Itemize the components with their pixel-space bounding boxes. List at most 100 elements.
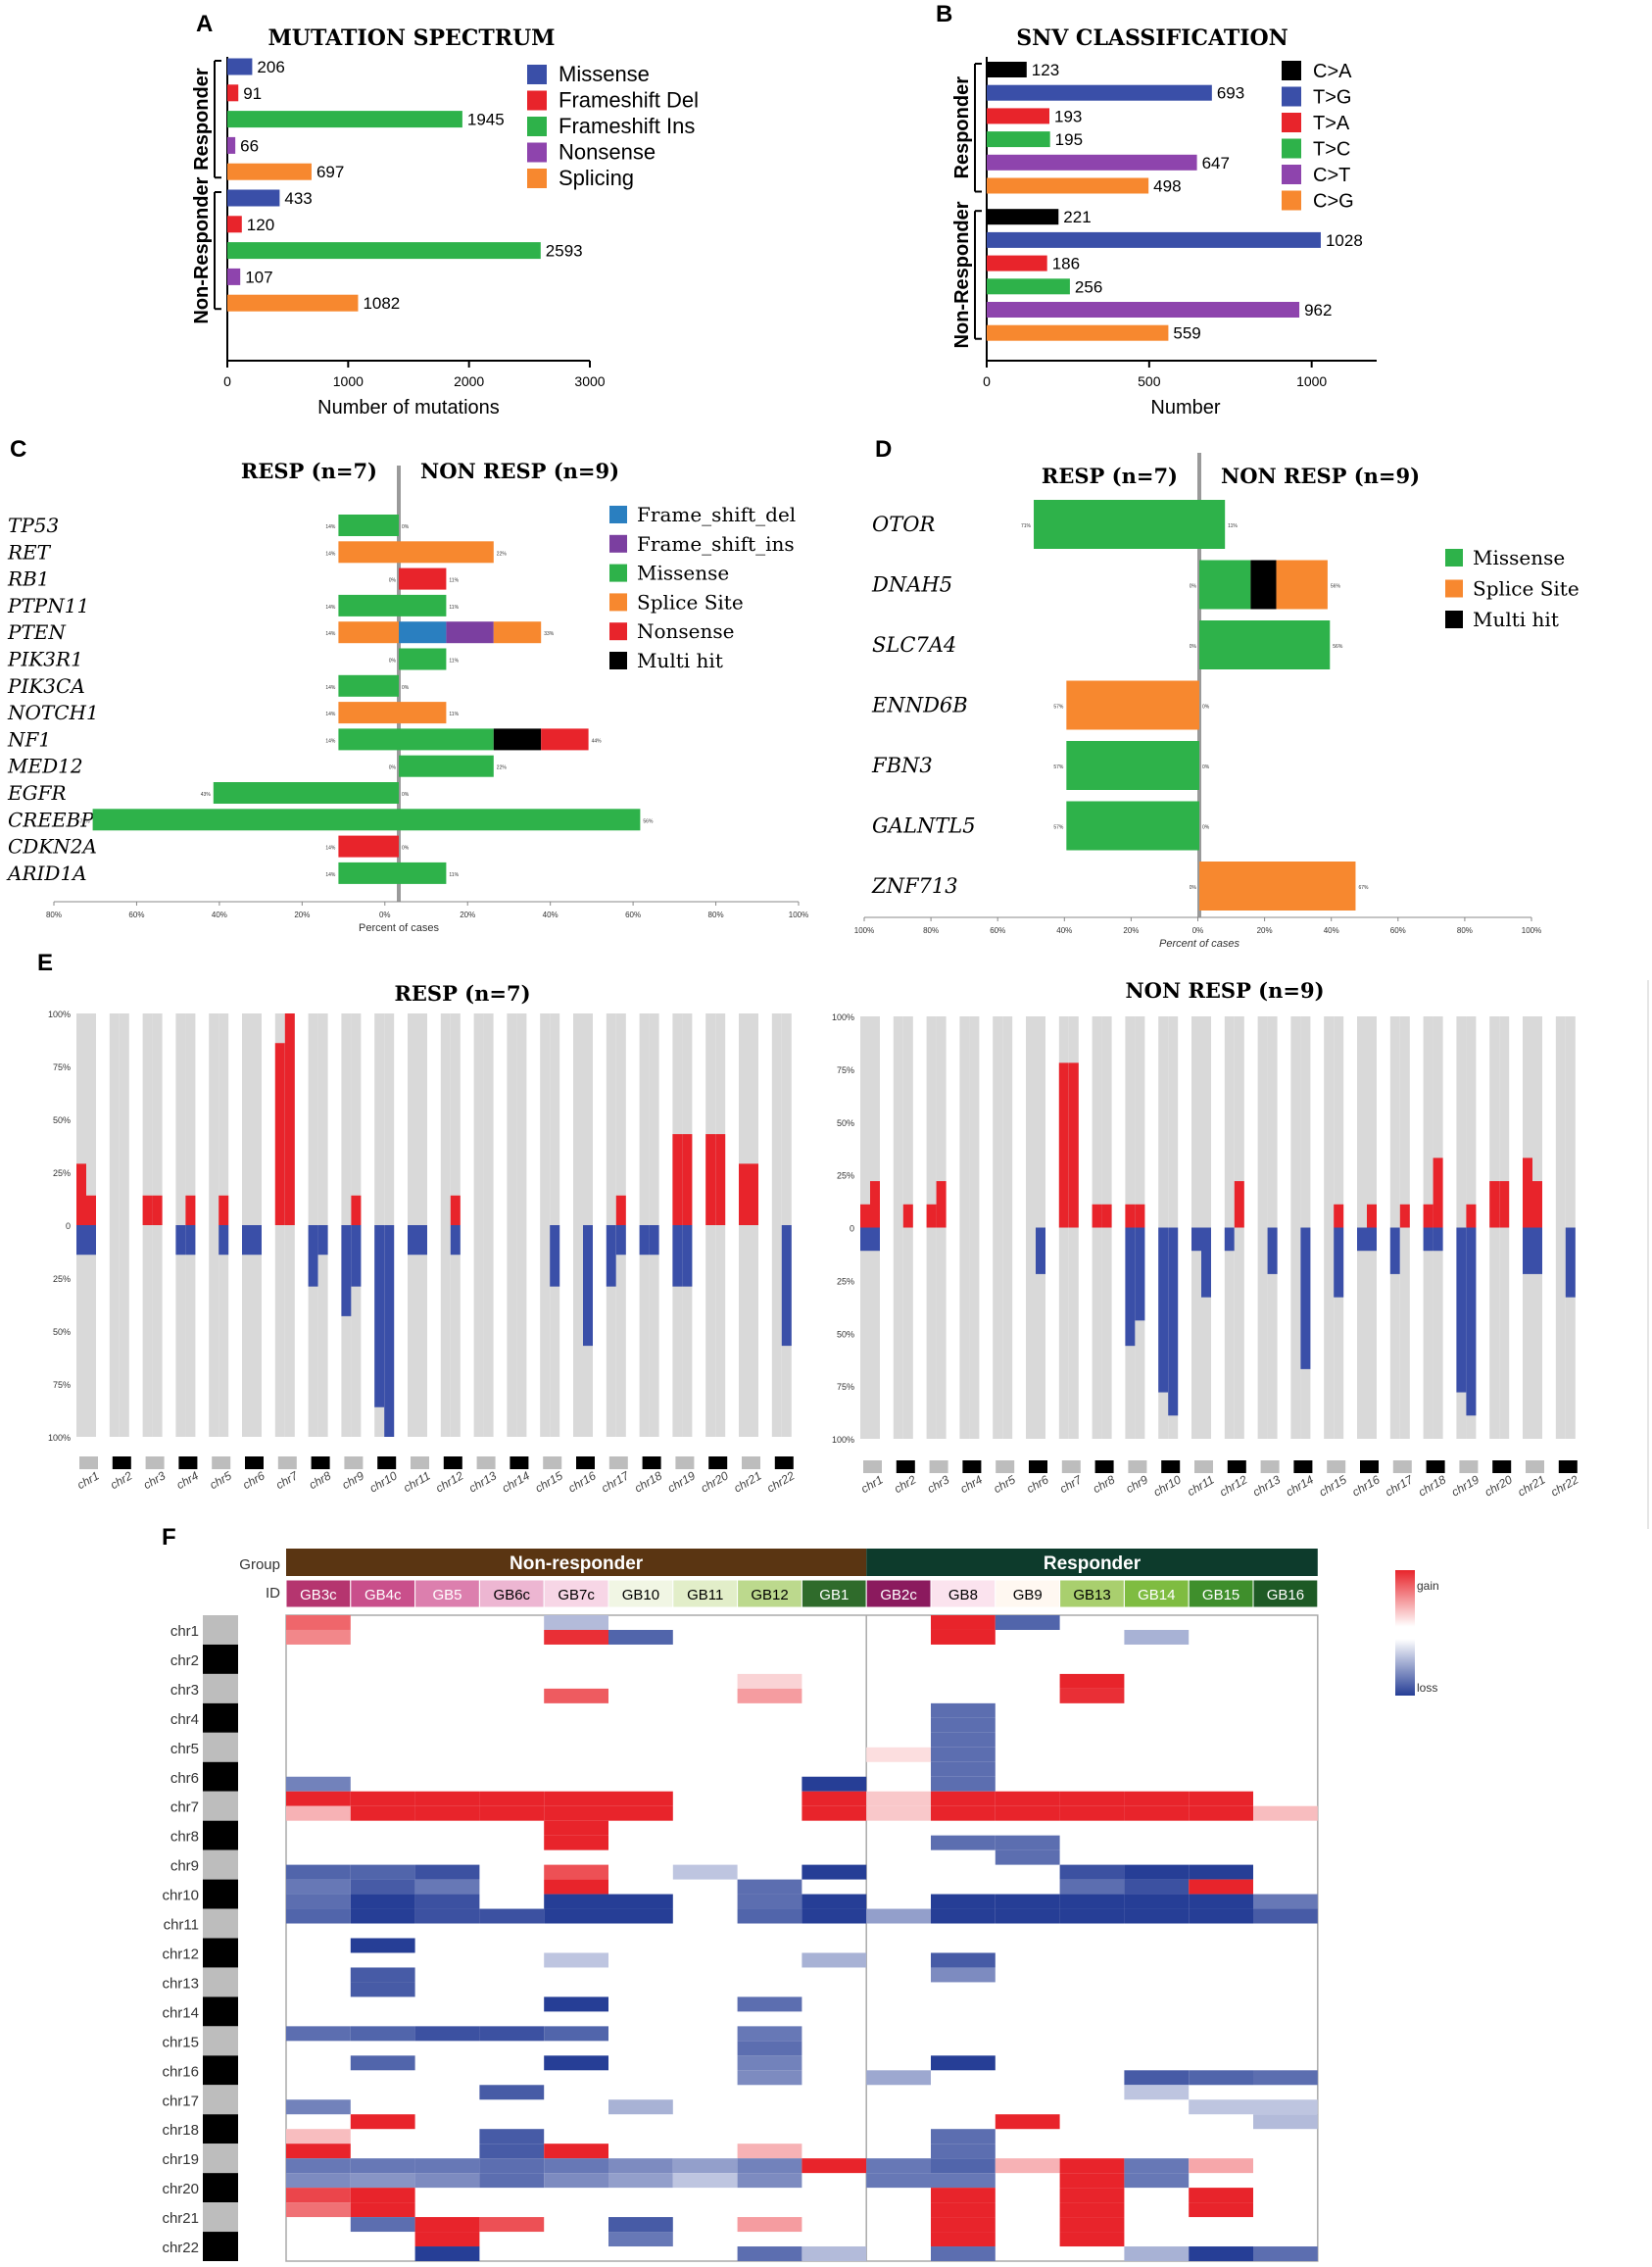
id-box-gb1	[801, 1579, 867, 1608]
cell-chr10-gb8	[931, 1894, 996, 1909]
chr-tile-chr3	[929, 1460, 948, 1473]
cell-chr22-gb10	[608, 2232, 673, 2247]
bar-resp-nf1-missense	[338, 728, 399, 751]
chr-label-chr18: chr18	[162, 2122, 199, 2139]
cell-chr10-gb14	[1124, 1894, 1190, 1909]
id-label-gb15: GB15	[1202, 1587, 1239, 1603]
chr-label-chr11: chr11	[1185, 1472, 1216, 1499]
nonresp-pct-label: 67%	[1358, 885, 1369, 891]
cell-chr22-gb5	[414, 2246, 480, 2261]
cell-chr9-gb3c	[286, 1864, 351, 1880]
bar-responder-t-a	[987, 108, 1050, 124]
cell-chr13-gb8	[931, 1967, 996, 1983]
gain-bar-chr4	[185, 1195, 196, 1225]
gain-bar-chr3	[926, 1204, 937, 1228]
gain-bar-chr7	[274, 1043, 285, 1225]
chart-title: MUTATION SPECTRUM	[267, 25, 555, 51]
resp-pct-label: 14%	[325, 738, 336, 744]
cell-chr21-gb13	[1059, 2217, 1125, 2233]
cell-chr5-gb2c	[866, 1747, 931, 1762]
chr-label-chr21: chr21	[731, 1468, 763, 1495]
cell-chr12-gb8	[931, 1952, 996, 1968]
bar-value-label: 123	[1032, 61, 1059, 79]
id-box-gb6c	[478, 1579, 545, 1608]
panel-d-gene-mutations: D RESP (n=7) NON RESP (n=9) 100% 80% 60% 40% 20…	[854, 436, 1579, 950]
loss-bar-chr10	[1158, 1227, 1169, 1393]
loss-bar-chr1	[860, 1227, 870, 1252]
chr-tile-chr21	[1526, 1460, 1544, 1473]
loss-bar-chr10	[1168, 1227, 1179, 1416]
chart-title: NON RESP (n=9)	[1125, 978, 1324, 1003]
chr-label-chr9: chr9	[340, 1468, 366, 1492]
gene-label-otor: OTOR	[872, 513, 935, 536]
chr-label-chr19: chr19	[162, 2151, 199, 2168]
gain-bar-chr18	[1433, 1158, 1443, 1228]
gene-label-pten: PTEN	[7, 620, 67, 644]
loss-bar-chr22	[1565, 1227, 1576, 1298]
cell-chr13-gb4c	[350, 1982, 415, 1997]
nonresp-pct-label: 11%	[449, 578, 459, 584]
chr-label-chr21: chr21	[1515, 1472, 1547, 1499]
bar-resp-pik3ca-missense	[338, 674, 399, 697]
loss-bar-chr10	[374, 1225, 385, 1407]
group-label-non-responder: Non-Responder	[951, 201, 973, 348]
id-box-gb8	[930, 1579, 996, 1608]
chr-label-chr11: chr11	[164, 1917, 199, 1934]
id-label-gb6c: GB6c	[494, 1587, 531, 1603]
cell-chr11-gb6c	[479, 1908, 545, 1924]
bar-nonresp-dnah5-missense	[1199, 560, 1251, 610]
cell-chr6-gb8	[931, 1761, 996, 1777]
bar-non-responder-frameshift-del	[227, 216, 242, 233]
gain-bar-chr9	[1125, 1204, 1136, 1228]
resp-pct-label: 14%	[325, 685, 336, 691]
legend-label: Splice Site	[637, 590, 744, 614]
cell-chr10-gb15	[1189, 1894, 1253, 1909]
legend-label: Multi hit	[1473, 608, 1559, 631]
cell-chr15-gb5	[414, 2026, 480, 2042]
chr-label-chr2: chr2	[170, 1652, 199, 1669]
cell-chr7-gb9	[995, 1805, 1060, 1821]
chr-tile-chr18	[203, 2114, 238, 2144]
x-axis-label: Percent of cases	[359, 922, 439, 934]
id-label-gb7c: GB7c	[558, 1587, 595, 1603]
cell-chr19-gb3c	[286, 2144, 351, 2159]
gene-label-med12: MED12	[7, 755, 83, 778]
y-tick-label: 25%	[53, 1274, 71, 1284]
cell-chr7-gb10	[608, 1805, 673, 1821]
cell-chr3-gb7c	[544, 1688, 608, 1703]
gain-bar-chr8	[1101, 1204, 1112, 1228]
gain-bar-chr1	[76, 1163, 86, 1225]
y-tick-label: 50%	[837, 1118, 854, 1128]
legend-label: Frameshift Del	[559, 88, 699, 113]
cell-chr10-gb15	[1189, 1879, 1253, 1895]
cell-chr7-gb15	[1189, 1805, 1253, 1821]
cell-chr7-gb8	[931, 1791, 996, 1806]
chr-tile-chr22	[1558, 1460, 1578, 1473]
bar-value-label: 433	[284, 189, 312, 208]
chr-label-chr2: chr2	[892, 1472, 918, 1496]
chr-label-chr5: chr5	[170, 1741, 199, 1757]
cell-chr21-gb15	[1189, 2202, 1253, 2218]
chr-tile-chr6	[203, 1761, 238, 1792]
chr-tile-chr19	[1459, 1460, 1479, 1473]
cell-chr7-gb6c	[479, 1805, 545, 1821]
x-tick-label: 0	[983, 373, 991, 389]
cell-chr20-gb13	[1059, 2173, 1125, 2189]
chr-tile-chr9	[1128, 1460, 1147, 1473]
resp-pct-label: 14%	[325, 872, 336, 878]
x-tick-label: 20%	[294, 911, 310, 919]
cell-chr8-gb9	[995, 1835, 1060, 1850]
chr-label-chr12: chr12	[1217, 1472, 1249, 1499]
chr-tile-chr4	[962, 1460, 982, 1473]
cell-chr18-gb9	[995, 2114, 1060, 2130]
x-tick-label: 40%	[543, 911, 559, 919]
cell-chr6-gb3c	[286, 1776, 351, 1792]
nonresp-pct-label: 33%	[544, 631, 555, 637]
chr-tile-chr8	[203, 1820, 238, 1850]
loss-bar-chr16	[1367, 1227, 1377, 1252]
loss-bar-chr9	[351, 1225, 362, 1287]
cell-chr18-gb8	[931, 2129, 996, 2144]
gain-bar-chr20	[1499, 1181, 1510, 1228]
cell-chr9-gb15	[1189, 1864, 1253, 1880]
